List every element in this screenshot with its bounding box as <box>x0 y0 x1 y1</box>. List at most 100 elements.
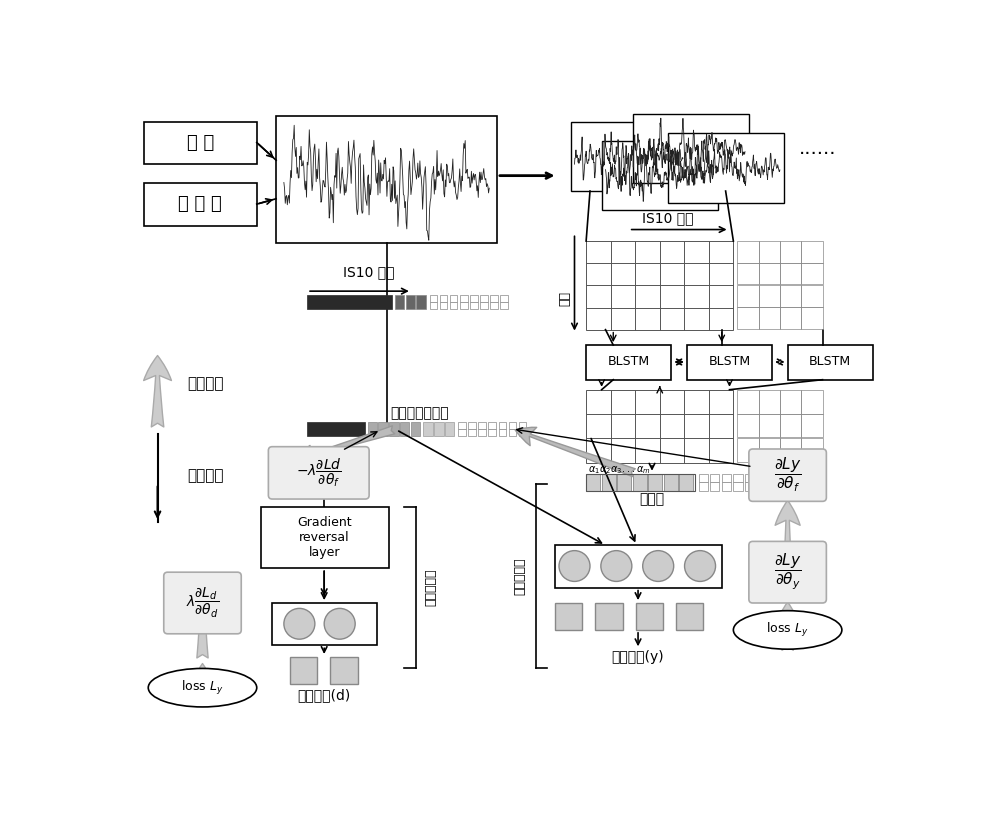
Bar <box>737 413 759 437</box>
Bar <box>500 302 508 309</box>
Bar <box>733 482 743 491</box>
Text: ......: ...... <box>799 139 837 158</box>
Bar <box>801 285 822 307</box>
Text: loss $L_y$: loss $L_y$ <box>766 621 809 639</box>
Bar <box>586 345 671 380</box>
Bar <box>780 241 801 263</box>
Text: 源 域: 源 域 <box>187 134 214 152</box>
Bar <box>737 285 759 307</box>
Bar <box>478 429 486 436</box>
Text: $\dfrac{\partial Ly}{\partial\theta_y}$: $\dfrac{\partial Ly}{\partial\theta_y}$ <box>774 552 801 593</box>
Bar <box>458 422 466 429</box>
Bar <box>458 429 466 436</box>
Bar <box>509 429 516 436</box>
Circle shape <box>685 551 716 581</box>
Circle shape <box>559 551 590 581</box>
Text: Gradient
reversal
layer: Gradient reversal layer <box>297 516 351 559</box>
Bar <box>307 295 392 309</box>
Circle shape <box>643 551 674 581</box>
Bar <box>490 302 498 309</box>
Text: 领域分类器: 领域分类器 <box>425 569 438 607</box>
Bar <box>368 422 377 436</box>
Bar <box>733 473 743 482</box>
Bar <box>440 302 447 309</box>
Bar <box>144 183 257 226</box>
Bar <box>500 295 508 302</box>
Bar <box>490 295 498 302</box>
Bar <box>737 390 759 413</box>
Bar <box>460 295 468 302</box>
Bar <box>737 438 759 462</box>
Bar <box>780 390 801 413</box>
Bar <box>648 473 662 491</box>
Bar <box>698 473 708 482</box>
Circle shape <box>324 608 355 640</box>
Bar <box>571 122 687 191</box>
Bar <box>788 345 873 380</box>
Bar <box>801 413 822 437</box>
Bar <box>586 473 695 491</box>
Bar <box>307 422 365 436</box>
Text: 反向传播: 反向传播 <box>187 376 224 391</box>
FancyBboxPatch shape <box>749 449 826 501</box>
Text: BLSTM: BLSTM <box>809 355 851 368</box>
Circle shape <box>284 608 315 640</box>
Bar <box>759 307 780 329</box>
Bar <box>276 116 497 242</box>
Bar <box>470 302 478 309</box>
Bar <box>499 429 506 436</box>
Bar <box>440 295 447 302</box>
Bar <box>330 657 358 684</box>
Bar <box>480 295 488 302</box>
Bar <box>290 657 317 684</box>
Bar <box>406 295 415 309</box>
Bar <box>400 422 409 436</box>
Bar <box>710 473 719 482</box>
Bar <box>759 390 780 413</box>
Text: 局部和全局特征: 局部和全局特征 <box>390 406 449 420</box>
Text: 加权和: 加权和 <box>639 492 665 506</box>
Bar <box>272 603 377 645</box>
Bar <box>395 295 404 309</box>
Bar <box>445 422 454 436</box>
Bar <box>780 413 801 437</box>
Bar <box>430 295 437 302</box>
Text: 注意力权重值: 注意力权重值 <box>768 464 813 478</box>
FancyBboxPatch shape <box>164 572 241 634</box>
Bar <box>780 307 801 329</box>
Bar <box>801 307 822 329</box>
Bar <box>602 141 718 210</box>
Bar <box>722 482 731 491</box>
Text: BLSTM: BLSTM <box>608 355 650 368</box>
Bar <box>679 473 693 491</box>
Text: BLSTM: BLSTM <box>708 355 751 368</box>
Bar <box>602 473 616 491</box>
Bar <box>759 438 780 462</box>
Bar <box>710 482 719 491</box>
Bar <box>633 473 647 491</box>
Text: $-\lambda\dfrac{\partial Ld}{\partial\theta_f}$: $-\lambda\dfrac{\partial Ld}{\partial\th… <box>296 456 342 489</box>
Text: $\dfrac{\partial Ly}{\partial\theta_f}$: $\dfrac{\partial Ly}{\partial\theta_f}$ <box>774 456 801 494</box>
Bar <box>801 390 822 413</box>
Bar <box>468 422 476 429</box>
Text: 前向传播: 前向传播 <box>187 469 224 483</box>
Bar <box>780 263 801 284</box>
Bar <box>499 422 506 429</box>
Bar <box>687 345 772 380</box>
Bar <box>411 422 420 436</box>
Bar <box>780 438 801 462</box>
Text: IS10 特征: IS10 特征 <box>343 265 395 279</box>
Bar <box>586 390 733 463</box>
Bar <box>555 545 722 588</box>
Bar <box>759 263 780 284</box>
Bar <box>698 482 708 491</box>
Bar <box>745 473 754 482</box>
Bar <box>801 241 822 263</box>
Bar <box>509 422 516 429</box>
Bar <box>759 285 780 307</box>
Bar <box>434 422 444 436</box>
Bar <box>759 241 780 263</box>
Bar <box>488 429 496 436</box>
Bar <box>664 473 678 491</box>
Bar <box>586 241 733 330</box>
